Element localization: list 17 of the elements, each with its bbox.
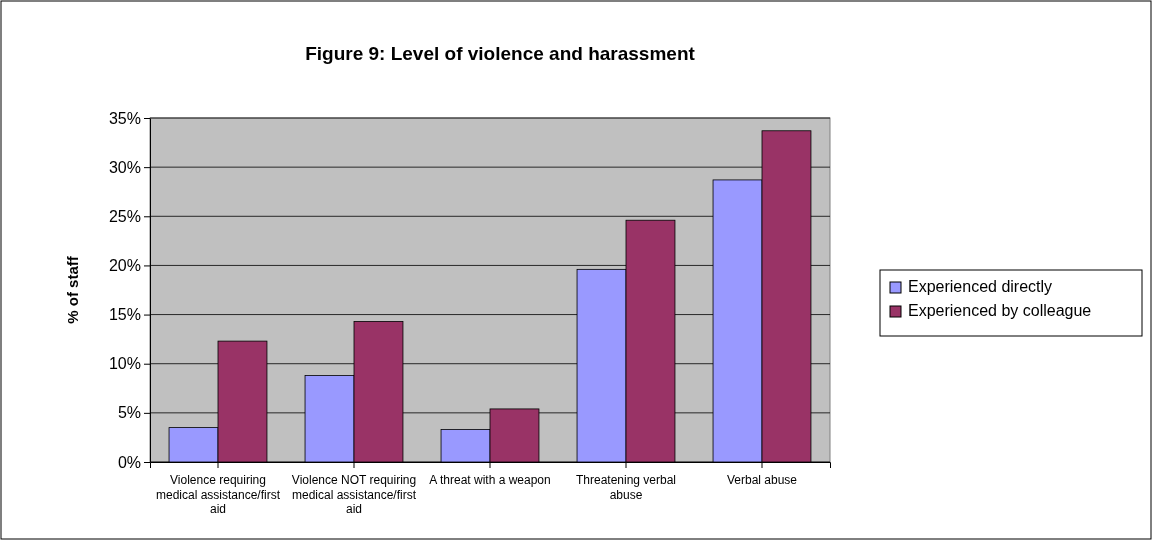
y-axis-title: % of staff [64,255,81,324]
y-tick-label: 5% [117,404,141,422]
chart-title: Figure 9: Level of violence and harassment [305,43,696,64]
x-tick-label: Violence requiring medical assistance/first aid [155,473,281,516]
x-tick-label: Verbal abuse [726,473,798,488]
y-tick-label: 20% [108,257,141,275]
y-tick-label: 10% [108,355,141,373]
x-tick-label: Violence NOT requiring medical assistance/first aid [291,473,417,516]
x-tick-label: A threat with a weapon [429,473,551,488]
y-tick-label: 25% [108,207,141,225]
y-tick-label: 30% [108,158,141,176]
x-tick-label: Threatening verbal abuse [575,473,677,502]
y-tick-label: 15% [108,306,141,324]
y-tick-label: 35% [108,109,141,127]
legend-label: Experienced directly [908,278,1053,295]
legend-label: Experienced by colleague [908,302,1092,319]
y-tick-label: 0% [117,453,141,471]
